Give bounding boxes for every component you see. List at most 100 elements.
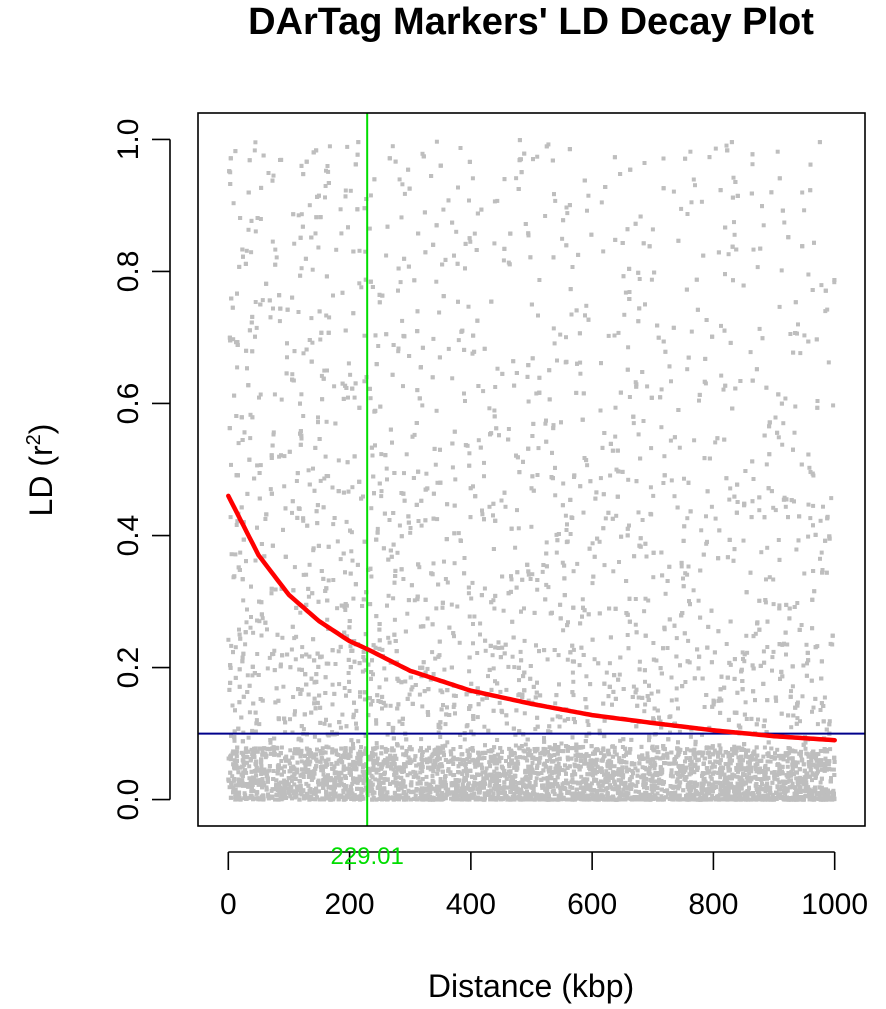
scatter-point xyxy=(351,759,356,764)
scatter-point xyxy=(637,277,642,281)
scatter-point xyxy=(423,786,428,791)
scatter-point xyxy=(679,206,684,211)
scatter-point xyxy=(579,774,584,779)
scatter-point xyxy=(325,617,330,622)
scatter-point xyxy=(528,577,533,581)
scatter-point xyxy=(382,776,387,781)
scatter-point xyxy=(336,458,341,463)
scatter-point xyxy=(371,754,376,759)
scatter-point xyxy=(649,691,654,696)
scatter-point xyxy=(263,755,268,760)
scatter-point xyxy=(462,737,467,742)
scatter-point xyxy=(702,705,707,709)
scatter-point xyxy=(620,797,625,802)
scatter-point xyxy=(283,730,288,735)
scatter-point xyxy=(486,793,491,797)
scatter-point xyxy=(626,345,631,350)
scatter-point xyxy=(507,755,512,760)
scatter-point xyxy=(456,338,461,343)
scatter-point xyxy=(397,523,402,528)
scatter-point xyxy=(420,403,425,408)
scatter-point xyxy=(570,785,575,790)
scatter-point xyxy=(745,650,750,655)
scatter-point xyxy=(492,753,497,758)
scatter-point xyxy=(337,783,342,788)
scatter-point xyxy=(642,709,647,714)
scatter-point xyxy=(390,746,395,751)
scatter-point xyxy=(826,360,831,365)
scatter-point xyxy=(386,593,391,598)
scatter-point xyxy=(683,680,688,684)
scatter-point xyxy=(553,770,558,775)
scatter-point xyxy=(468,239,473,244)
scatter-point xyxy=(492,606,497,611)
scatter-point xyxy=(255,652,260,656)
scatter-point xyxy=(323,454,328,459)
scatter-point xyxy=(810,789,815,794)
scatter-point xyxy=(633,766,638,771)
scatter-point xyxy=(469,596,474,601)
scatter-point xyxy=(348,372,353,377)
scatter-point xyxy=(244,248,249,253)
scatter-point xyxy=(514,176,519,181)
scatter-point xyxy=(374,770,379,775)
scatter-point xyxy=(689,784,694,789)
scatter-point xyxy=(709,504,714,509)
scatter-point xyxy=(762,793,767,798)
scatter-point xyxy=(291,764,296,769)
scatter-point xyxy=(279,745,284,750)
scatter-point xyxy=(493,385,498,389)
scatter-point xyxy=(342,686,347,690)
scatter-point xyxy=(326,169,331,174)
scatter-point xyxy=(233,552,238,557)
scatter-point xyxy=(776,538,781,542)
scatter-point xyxy=(649,446,654,451)
scatter-point xyxy=(659,387,664,392)
scatter-point xyxy=(682,476,686,481)
scatter-point xyxy=(332,384,337,389)
scatter-point xyxy=(536,446,541,451)
scatter-point xyxy=(273,797,277,802)
scatter-point xyxy=(494,766,499,771)
scatter-point xyxy=(635,780,640,785)
scatter-point xyxy=(629,762,634,767)
scatter-point xyxy=(272,748,277,753)
scatter-point xyxy=(388,703,393,708)
scatter-point xyxy=(303,765,308,770)
scatter-point xyxy=(425,666,430,671)
scatter-point xyxy=(417,565,422,570)
scatter-point xyxy=(520,777,525,782)
scatter-point xyxy=(396,767,400,772)
scatter-point xyxy=(261,780,266,785)
scatter-point xyxy=(435,771,440,776)
scatter-point xyxy=(614,513,619,518)
scatter-point xyxy=(498,689,503,694)
scatter-point xyxy=(822,695,827,700)
scatter-point xyxy=(235,365,240,370)
scatter-point xyxy=(293,657,298,662)
scatter-point xyxy=(544,582,549,587)
scatter-point xyxy=(674,697,679,702)
scatter-point xyxy=(420,151,425,156)
scatter-point xyxy=(704,514,708,519)
scatter-point xyxy=(764,462,769,467)
scatter-point xyxy=(613,405,618,410)
scatter-point xyxy=(453,477,458,482)
scatter-point xyxy=(290,796,294,801)
scatter-point xyxy=(350,485,355,490)
scatter-point xyxy=(324,313,329,318)
scatter-point xyxy=(424,774,429,779)
scatter-point xyxy=(630,768,635,773)
scatter-point xyxy=(443,722,448,727)
scatter-point xyxy=(537,278,542,282)
scatter-point xyxy=(782,220,787,225)
scatter-point xyxy=(597,728,602,733)
scatter-point xyxy=(543,787,548,792)
scatter-point xyxy=(367,226,372,231)
scatter-point xyxy=(345,634,350,639)
scatter-point xyxy=(359,285,364,290)
scatter-point xyxy=(491,666,496,671)
scatter-point xyxy=(732,220,736,225)
scatter-point xyxy=(647,767,652,772)
scatter-point xyxy=(761,649,766,654)
